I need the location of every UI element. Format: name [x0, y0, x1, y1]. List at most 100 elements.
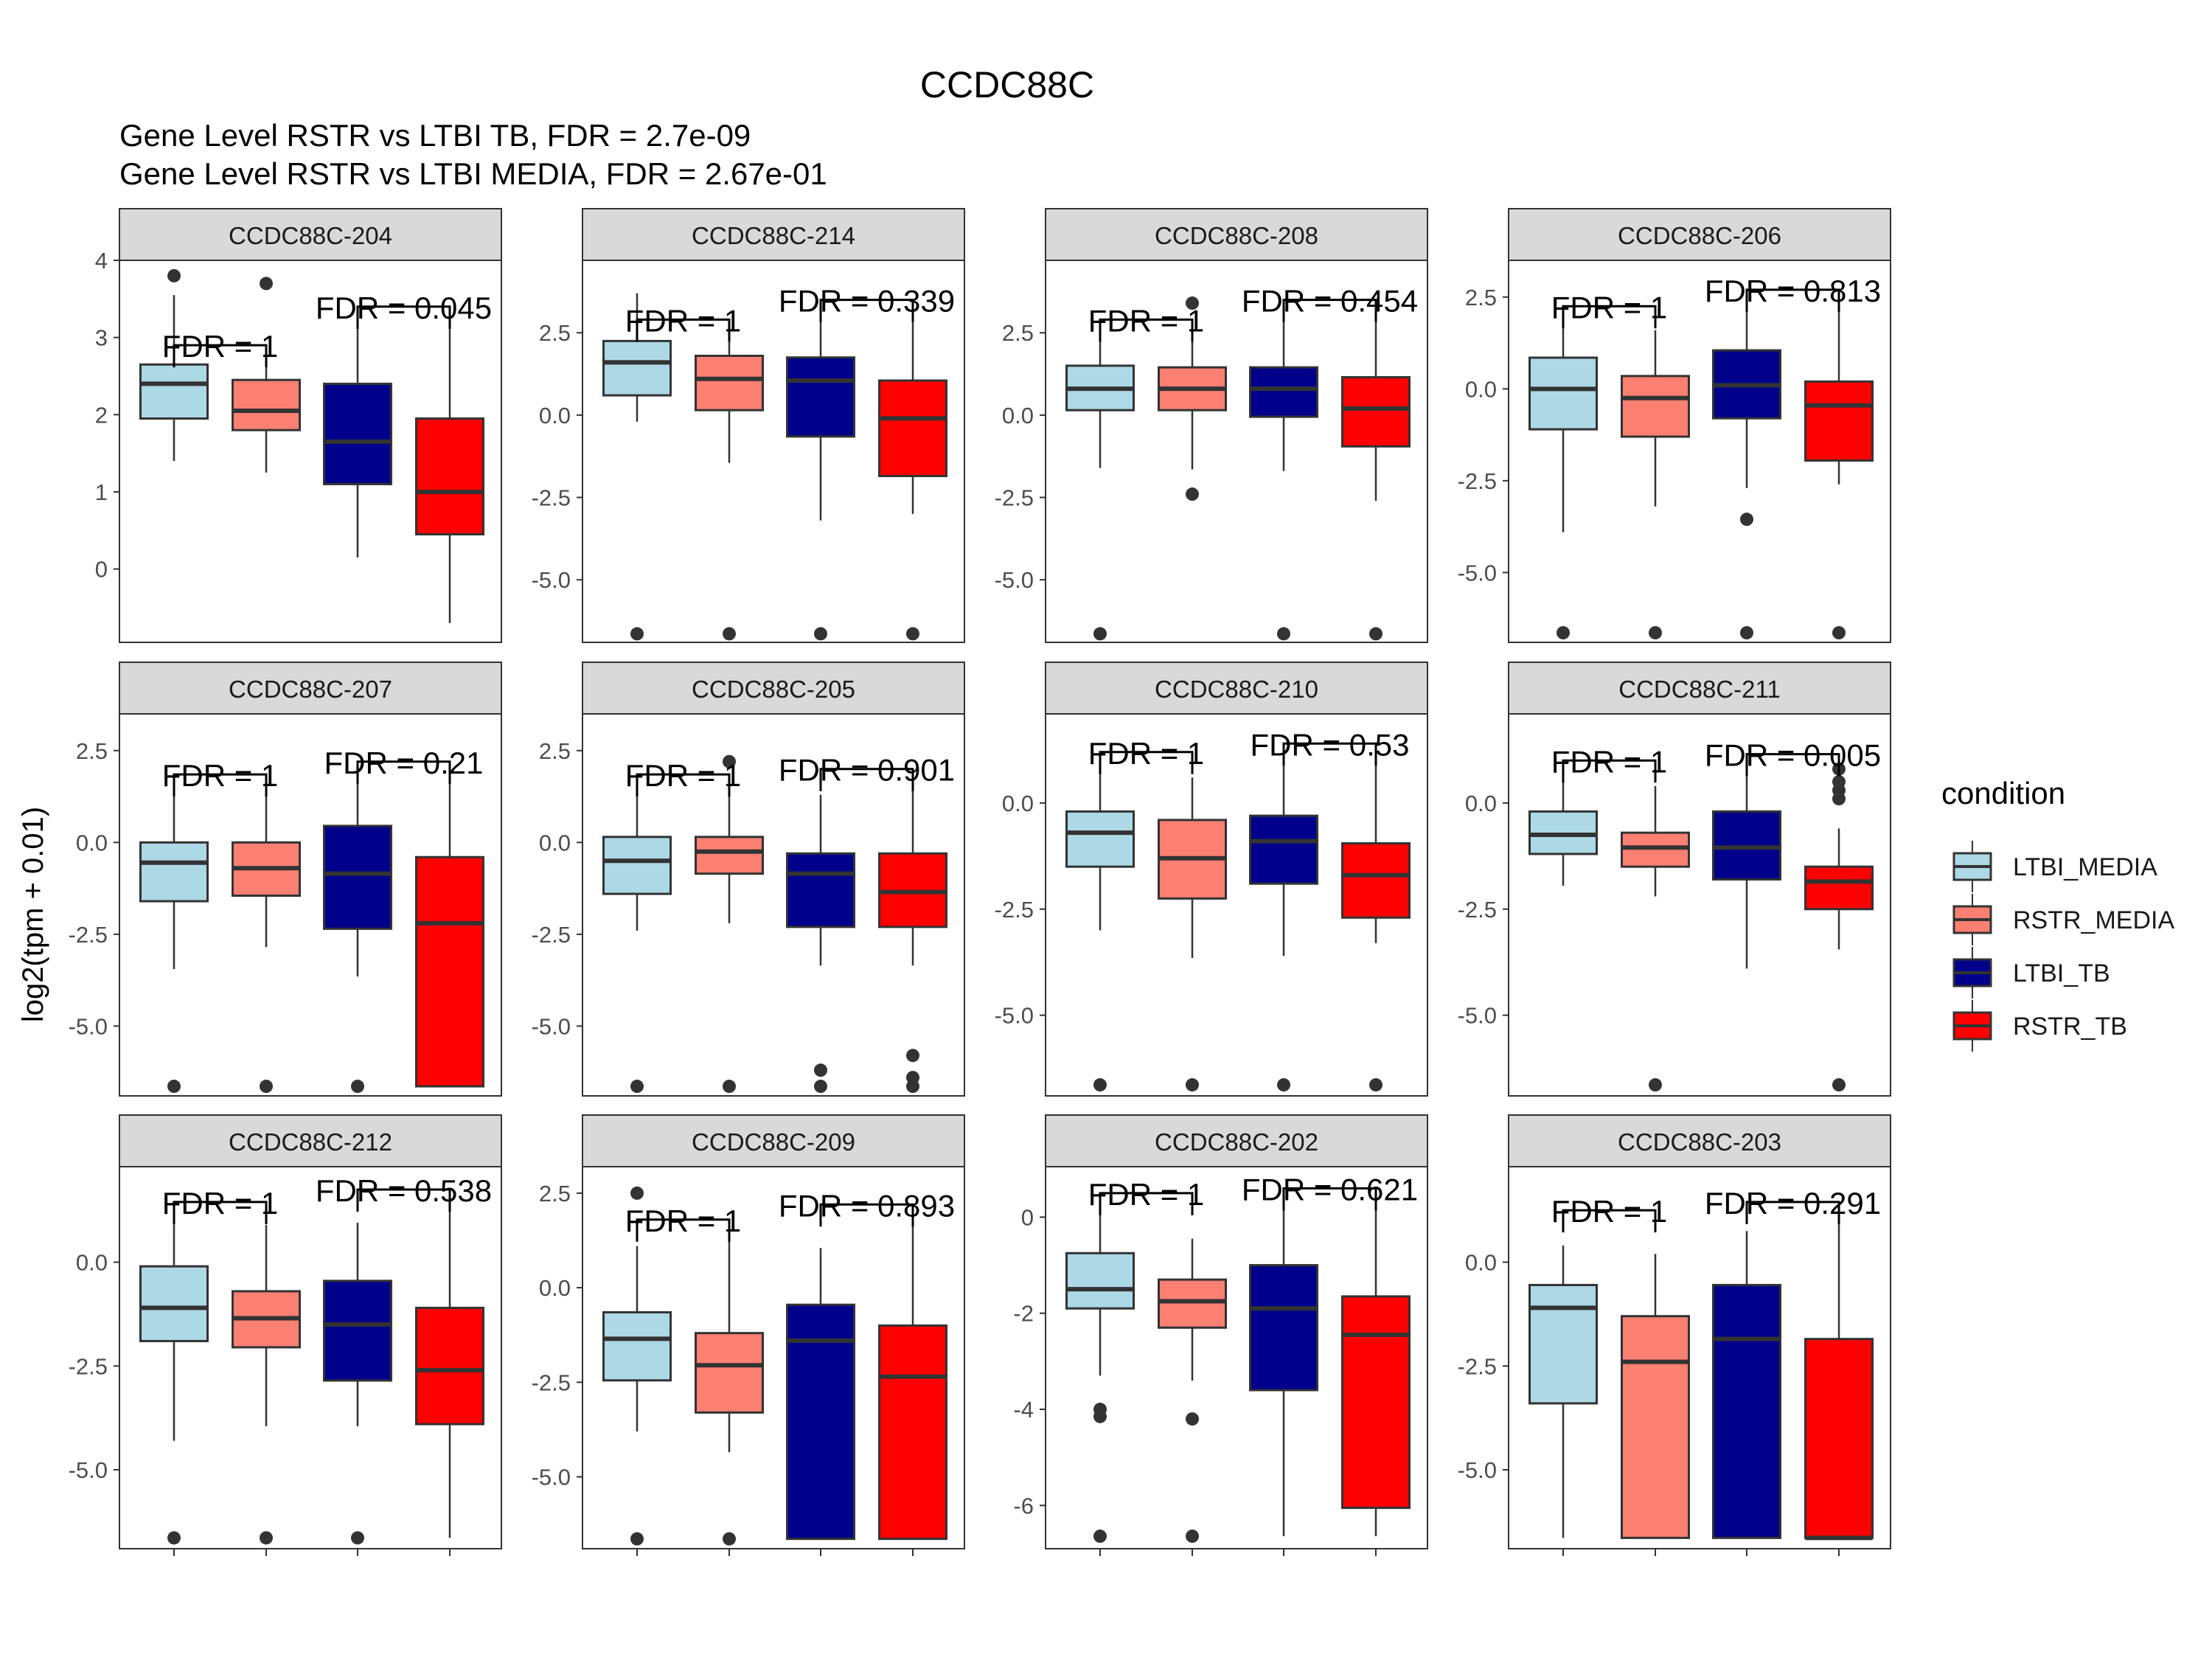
legend: condition LTBI_MEDIA RSTR_MEDIA LTBI_TB RST…	[1941, 776, 2174, 1052]
box-ltbi-tb	[1249, 814, 1318, 885]
fdr-label-tb: FDR = 0.454	[1242, 284, 1418, 319]
fdr-bracket-tb	[1282, 742, 1377, 766]
box-ltbi-media	[1528, 1283, 1598, 1405]
outlier-point	[167, 1080, 181, 1094]
box-rstr-media	[1158, 1278, 1227, 1329]
fdr-bracket-tb	[819, 299, 914, 322]
outlier-point	[1186, 1078, 1199, 1092]
fdr-label-media: FDR = 1	[1088, 303, 1205, 338]
box-rstr-tb	[1341, 842, 1411, 919]
box-ltbi-media	[1528, 356, 1598, 431]
box-ltbi-tb	[323, 1280, 392, 1382]
panel: CCDC88C-204 0 1 2 3 4 FDR = 1 FDR = 0.045	[95, 208, 502, 643]
box-rstr-tb	[1804, 1338, 1874, 1539]
box-ltbi-media	[602, 836, 672, 895]
box-rstr-media	[1621, 375, 1690, 438]
outlier-point	[1740, 626, 1753, 640]
box-rstr-tb	[415, 1306, 484, 1426]
fdr-bracket-tb	[1282, 299, 1377, 322]
outlier-point	[351, 1531, 364, 1545]
y-tick-label: 0.0	[539, 403, 571, 428]
box-rstr-tb	[878, 1324, 947, 1541]
panel-title: CCDC88C-205	[692, 676, 855, 703]
outlier-point	[260, 277, 273, 291]
y-tick-label: 4	[95, 248, 108, 274]
outlier-point	[723, 1080, 736, 1094]
fdr-label-media: FDR = 1	[162, 758, 279, 793]
y-tick-label: -4	[1013, 1397, 1034, 1423]
outlier-point	[1740, 513, 1753, 527]
fdr-label-tb: FDR = 0.339	[779, 284, 955, 319]
panel-title: CCDC88C-208	[1155, 222, 1318, 249]
fdr-label-media: FDR = 1	[1551, 744, 1668, 779]
y-tick-label: -2.5	[532, 1369, 571, 1395]
y-tick-label: -2	[1013, 1301, 1034, 1327]
panel-strip	[582, 1114, 965, 1167]
y-tick-label: -2.5	[1458, 897, 1497, 923]
outlier-point	[1832, 1078, 1846, 1092]
panel-strip	[119, 662, 502, 715]
y-tick-label: -2.5	[532, 922, 571, 948]
outlier-point	[1093, 627, 1107, 641]
box-rstr-tb	[1341, 376, 1411, 448]
fdr-bracket-tb	[1282, 1187, 1377, 1211]
panel: CCDC88C-205 2.5 0.0 -2.5 -5.0 FDR = 1 FDR = 0.…	[532, 662, 965, 1097]
outlier-point	[260, 1531, 273, 1545]
outlier-point	[1649, 626, 1662, 640]
panel-frame	[1045, 260, 1428, 643]
fdr-bracket-tb	[356, 760, 451, 784]
fdr-label-tb: FDR = 0.291	[1705, 1186, 1881, 1221]
panel-strip	[1508, 208, 1891, 261]
y-tick-label: -2.5	[995, 485, 1034, 511]
fdr-bracket-tb	[356, 305, 451, 329]
outlier-point	[630, 1532, 644, 1546]
fdr-label-tb: FDR = 0.538	[316, 1173, 492, 1208]
fdr-bracket-media	[173, 1201, 268, 1224]
box-ltbi-tb	[786, 852, 855, 928]
y-tick-label: 0.0	[1002, 791, 1034, 816]
fdr-bracket-tb	[356, 1188, 451, 1212]
y-tick-label: -2.5	[995, 897, 1034, 923]
fdr-bracket-media	[1562, 1209, 1657, 1233]
box-ltbi-media	[139, 1265, 209, 1342]
panel-title: CCDC88C-209	[692, 1128, 855, 1156]
y-tick-label: 0.0	[1002, 403, 1034, 428]
box-ltbi-tb	[323, 382, 392, 485]
box-rstr-tb	[415, 417, 484, 535]
fdr-label-media: FDR = 1	[625, 758, 742, 793]
panel-title: CCDC88C-214	[692, 222, 855, 249]
y-tick-label: -5.0	[1458, 1457, 1497, 1483]
fdr-bracket-media	[1562, 759, 1657, 783]
panel: CCDC88C-207 2.5 0.0 -2.5 -5.0 FDR = 1 FDR = 0.…	[69, 662, 502, 1097]
fdr-bracket-tb	[1745, 1201, 1840, 1224]
outlier-point	[1186, 296, 1199, 310]
fdr-label-tb: FDR = 0.005	[1705, 738, 1881, 773]
box-ltbi-tb	[323, 824, 392, 930]
panel-title: CCDC88C-211	[1618, 676, 1780, 703]
panel: CCDC88C-211 0.0 -2.5 -5.0 FDR = 1 FDR = 0.005	[1458, 662, 1891, 1097]
fdr-label-tb: FDR = 0.813	[1705, 274, 1881, 308]
panel-title: CCDC88C-203	[1618, 1128, 1781, 1156]
panel-title: CCDC88C-210	[1155, 676, 1318, 703]
fdr-bracket-media	[636, 773, 731, 797]
legend-label: LTBI_MEDIA	[2013, 853, 2157, 881]
y-tick-label: 0.0	[1465, 791, 1497, 816]
fdr-bracket-media	[1099, 1192, 1194, 1215]
fdr-bracket-media	[173, 773, 268, 797]
panel: CCDC88C-210 0.0 -2.5 -5.0 FDR = 1 FDR = 0.53	[995, 662, 1428, 1097]
panel: CCDC88C-203 0.0 -2.5 -5.0 FDR = 1 FDR = 0.291	[1458, 1114, 1891, 1556]
outlier-point	[167, 268, 181, 282]
box-ltbi-media	[139, 841, 209, 903]
panel-title: CCDC88C-212	[229, 1128, 392, 1156]
outlier-point	[1832, 626, 1846, 640]
y-tick-label: -5.0	[532, 1013, 571, 1039]
outlier-point	[1557, 626, 1570, 640]
box-rstr-tb	[1804, 380, 1874, 462]
panel-title: CCDC88C-202	[1155, 1128, 1318, 1156]
fdr-label-tb: FDR = 0.045	[316, 291, 492, 325]
y-tick-label: 0.0	[539, 1275, 571, 1301]
chart-subtitle-1: Gene Level RSTR vs LTBI TB, FDR = 2.7e-0…	[119, 118, 751, 153]
panel: CCDC88C-214 2.5 0.0 -2.5 -5.0 FDR = 1 FDR = 0.…	[532, 208, 965, 643]
outlier-point	[1649, 1078, 1662, 1092]
